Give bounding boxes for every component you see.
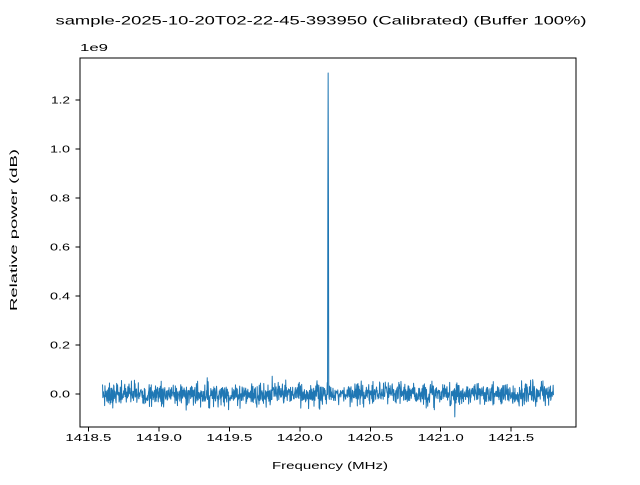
svg-text:1420.5: 1420.5 [347, 433, 394, 444]
svg-text:0.0: 0.0 [50, 390, 71, 401]
svg-text:1420.0: 1420.0 [277, 433, 324, 444]
svg-text:1419.5: 1419.5 [206, 433, 253, 444]
svg-text:0.6: 0.6 [50, 243, 71, 254]
svg-text:1421.0: 1421.0 [418, 433, 465, 444]
svg-text:Relative power (dB): Relative power (dB) [9, 149, 20, 311]
svg-text:0.4: 0.4 [50, 292, 71, 303]
svg-text:0.8: 0.8 [50, 194, 71, 205]
svg-text:Frequency (MHz): Frequency (MHz) [272, 461, 388, 472]
svg-text:1e9: 1e9 [80, 43, 109, 54]
svg-text:sample-2025-10-20T02-22-45-393: sample-2025-10-20T02-22-45-393950 (Calib… [56, 14, 587, 28]
svg-text:1.0: 1.0 [50, 145, 71, 156]
svg-text:1421.5: 1421.5 [488, 433, 535, 444]
svg-text:1418.5: 1418.5 [65, 433, 112, 444]
svg-text:0.2: 0.2 [50, 341, 71, 352]
svg-text:1.2: 1.2 [51, 96, 71, 107]
svg-text:1419.0: 1419.0 [136, 433, 183, 444]
